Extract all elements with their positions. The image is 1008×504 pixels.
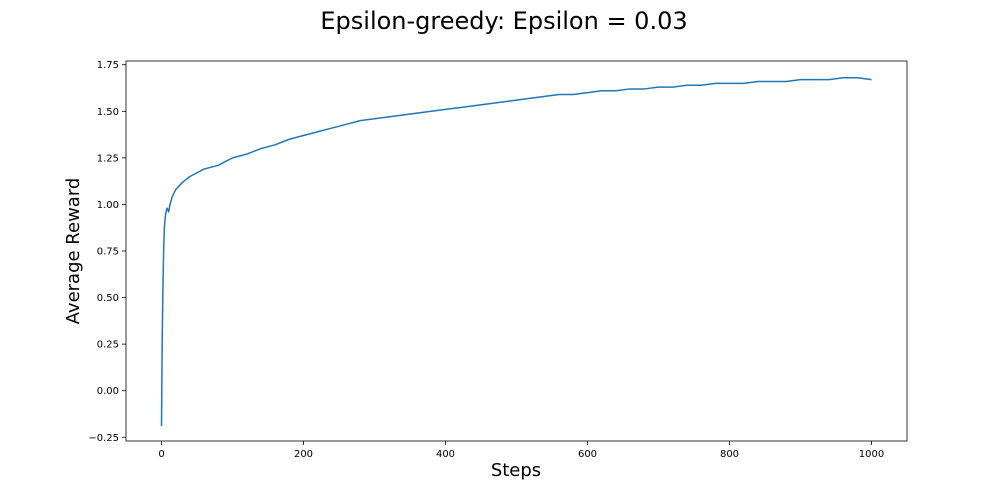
- x-tick-label: 600: [578, 449, 597, 460]
- x-axis-label: Steps: [491, 460, 541, 481]
- y-tick-label: −0.25: [88, 433, 119, 444]
- y-tick-label: 0.75: [97, 247, 119, 258]
- y-tick-label: 1.25: [97, 153, 119, 164]
- y-tick-label: 0.00: [97, 386, 119, 397]
- y-axis-label: Average Reward: [63, 178, 84, 325]
- series-line-0: [160, 77, 872, 427]
- y-tick-label: 1.00: [97, 200, 119, 211]
- plot-area: [125, 60, 908, 442]
- x-axis: 0 200 400 600 800 1000: [158, 441, 884, 460]
- y-tick-label: 1.75: [97, 60, 119, 71]
- y-tick-label: 0.50: [97, 293, 119, 304]
- y-tick-label: 0.25: [97, 340, 119, 351]
- y-tick-label: 1.50: [97, 107, 119, 118]
- x-tick-label: 800: [720, 449, 739, 460]
- x-tick-label: 1000: [859, 449, 884, 460]
- plot-frame: [125, 60, 908, 442]
- x-tick-label: 0: [158, 449, 164, 460]
- y-axis: −0.25 0.00 0.25 0.50 0.75 1.00 1.25 1.50 1.75: [88, 60, 126, 444]
- series-group: [160, 77, 872, 427]
- x-tick-label: 400: [436, 449, 455, 460]
- chart-title: Epsilon-greedy: Epsilon = 0.03: [320, 7, 687, 35]
- x-tick-label: 200: [294, 449, 313, 460]
